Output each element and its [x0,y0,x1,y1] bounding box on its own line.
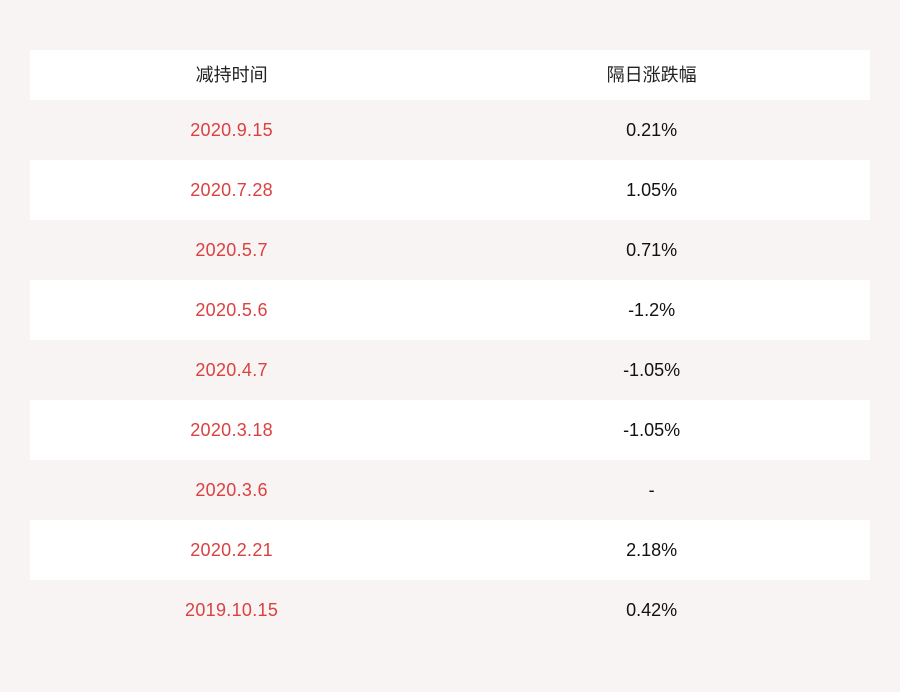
table-row: 2020.3.18 -1.05% [30,400,870,460]
table-row: 2020.5.6 -1.2% [30,280,870,340]
reduction-table: 减持时间 隔日涨跌幅 2020.9.15 0.21% 2020.7.28 1.0… [30,50,870,640]
next-day-change: 0.21% [626,120,678,140]
next-day-change: -1.05% [623,420,681,440]
table-row: 2019.10.15 0.42% [30,580,870,640]
reduction-date: 2020.5.6 [195,300,268,320]
table-row: 2020.4.7 -1.05% [30,340,870,400]
reduction-date: 2020.7.28 [190,180,273,200]
reduction-date: 2020.9.15 [190,120,273,140]
header-next-day-change: 隔日涨跌幅 [606,65,697,85]
reduction-date: 2019.10.15 [185,600,279,620]
table-row: 2020.5.7 0.71% [30,220,870,280]
table-header-row: 减持时间 隔日涨跌幅 [30,50,870,100]
reduction-date: 2020.2.21 [190,540,273,560]
table-row: 2020.7.28 1.05% [30,160,870,220]
table-row: 2020.2.21 2.18% [30,520,870,580]
reduction-date: 2020.3.6 [195,480,268,500]
reduction-date: 2020.5.7 [195,240,268,260]
reduction-date: 2020.4.7 [195,360,268,380]
next-day-change: 2.18% [626,540,678,560]
table-row: 2020.9.15 0.21% [30,100,870,160]
next-day-change: -1.05% [623,360,681,380]
table-row: 2020.3.6 - [30,460,870,520]
reduction-date: 2020.3.18 [190,420,273,440]
next-day-change: - [648,480,655,500]
next-day-change: 0.42% [626,600,678,620]
next-day-change: -1.2% [628,300,676,320]
next-day-change: 0.71% [626,240,678,260]
next-day-change: 1.05% [626,180,678,200]
header-reduction-date: 减持时间 [195,65,268,85]
